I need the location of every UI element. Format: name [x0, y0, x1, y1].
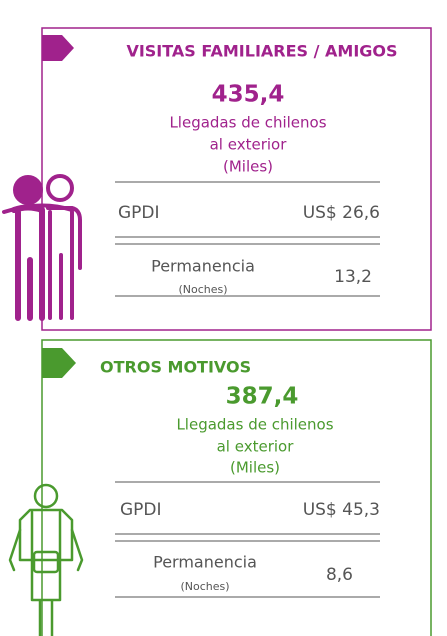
row-label: Permanencia: [151, 257, 255, 276]
card-border: [41, 27, 432, 331]
card-border: [41, 339, 432, 636]
family-icon: [2, 174, 82, 321]
card-title: VISITAS FAMILIARES / AMIGOS: [126, 42, 397, 61]
backpacker-icon: [8, 483, 84, 636]
description-line: al exterior: [210, 136, 288, 154]
card-other: OTROS MOTIVOS 387,4 Llegadas de chilenos…: [8, 339, 432, 636]
row-value: US$ 26,6: [303, 203, 380, 223]
tab-arrow: [42, 348, 76, 378]
row-value: 8,6: [326, 565, 353, 585]
card-title: OTROS MOTIVOS: [100, 358, 251, 377]
row-label: GPDI: [118, 203, 160, 223]
description-line: al exterior: [217, 438, 295, 456]
description-line: Llegadas de chilenos: [176, 416, 333, 434]
description-line: Llegadas de chilenos: [169, 114, 326, 132]
card-value: 387,4: [226, 384, 299, 410]
row-sublabel: (Noches): [180, 580, 229, 593]
row-value: US$ 45,3: [303, 500, 380, 520]
row-label: Permanencia: [153, 553, 257, 572]
tab-arrow: [42, 35, 74, 61]
description-line: (Miles): [230, 459, 280, 477]
card-value: 435,4: [212, 82, 285, 108]
row-value: 13,2: [334, 267, 372, 287]
row-sublabel: (Noches): [178, 283, 227, 296]
card-family: VISITAS FAMILIARES / AMIGOS 435,4 Llegad…: [2, 27, 432, 331]
description-line: (Miles): [223, 158, 273, 176]
row-label: GPDI: [120, 500, 162, 520]
